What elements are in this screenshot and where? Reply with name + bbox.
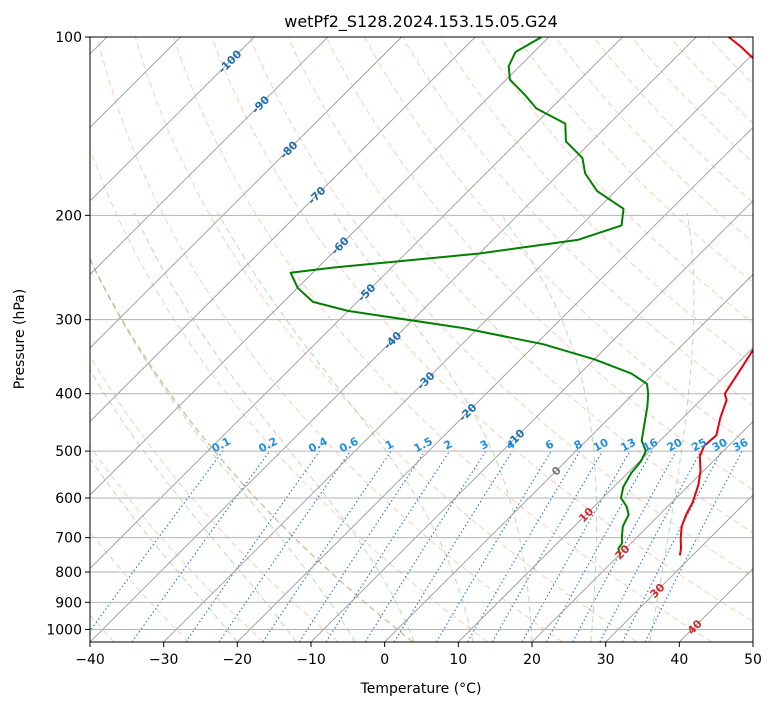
y-axis-label: Pressure (hPa)	[12, 289, 28, 389]
isobars	[90, 37, 753, 630]
y-tick-label: 1000	[46, 622, 82, 638]
mixing-ratio-label: 10	[591, 435, 611, 454]
isotherm-line	[531, 420, 753, 642]
y-tick-label: 800	[55, 565, 82, 581]
sounding-series	[289, 37, 753, 556]
x-tick-label: 20	[523, 652, 541, 668]
y-tick-label: 100	[55, 30, 82, 46]
axes: −40 −30 −20 −10 0 10 20 30 40 50 100 200 300 400 500 60…	[46, 30, 762, 668]
y-tick-label: 500	[55, 444, 82, 460]
mixing-ratio-lines	[90, 450, 743, 642]
plot-frame	[89, 36, 754, 643]
isotherm-line	[90, 37, 624, 570]
isotherm-line	[163, 53, 753, 642]
x-tick-label: −40	[75, 652, 105, 668]
isotherm-line	[237, 126, 753, 642]
y-tick-label: 600	[55, 491, 82, 507]
y-tick-label: 700	[55, 531, 82, 547]
mixing-ratio-label: 25	[689, 436, 709, 455]
mixing-ratio-label: 30	[710, 436, 730, 455]
mixing-ratio-line	[644, 450, 743, 642]
x-tick-label: −30	[149, 652, 179, 668]
mixing-ratio-line	[185, 450, 321, 642]
x-tick-label: −20	[223, 652, 253, 668]
isotherm-line	[90, 37, 182, 129]
isotherm-line	[458, 347, 753, 642]
mixing-ratio-line	[521, 450, 631, 642]
mixing-ratio-line	[90, 450, 224, 632]
y-tick-label: 400	[55, 387, 82, 403]
moist-adiabat-line	[90, 258, 356, 642]
dry-adiabat-line	[90, 355, 339, 642]
moist-adiabat-line	[217, 212, 474, 642]
isotherm-line	[90, 37, 697, 642]
isotherm-line	[90, 37, 255, 202]
dry-adiabat-line	[211, 37, 753, 623]
mixing-ratio-line	[393, 450, 513, 642]
moist-adiabat-line	[333, 212, 533, 642]
moist-adiabat-line	[90, 369, 297, 642]
mixing-ratio-line	[364, 450, 487, 642]
isotherm-line	[605, 494, 753, 642]
mixing-ratio-label: 13	[618, 436, 638, 455]
x-axis-label: Temperature (°C)	[360, 681, 482, 697]
temperature-profile-line	[678, 37, 753, 556]
x-tick-label: 50	[744, 652, 762, 668]
mixing-ratio-line	[218, 450, 351, 642]
isotherm-line	[90, 37, 550, 496]
dry-adiabat-line	[96, 37, 563, 642]
dry-adiabat-line	[90, 147, 488, 642]
y-tick-label: 300	[55, 313, 82, 329]
mixing-ratio-line	[572, 450, 677, 642]
isotherms	[90, 37, 753, 642]
x-tick-label: 10	[449, 652, 467, 668]
x-tick-label: 40	[670, 652, 688, 668]
plot-area: 0.1 0.2 0.4 0.6 1 1.5 2 3 4 6 8 10 13 16 20 25 30 36-100-…	[90, 37, 753, 642]
mixing-ratio-label: 20	[665, 435, 685, 454]
mixing-ratio-line	[131, 450, 271, 642]
isotherm-line	[90, 37, 403, 349]
moist-adiabat-line	[133, 212, 415, 642]
dewpoint-profile-line	[289, 37, 650, 556]
dry-adiabat-line	[516, 37, 753, 284]
isotherm-line	[90, 37, 329, 276]
mixing-ratio-line	[545, 450, 653, 642]
mixing-ratio-label: 16	[641, 436, 661, 455]
moist-adiabat-line	[90, 457, 238, 642]
isotherm-line	[310, 200, 753, 642]
moist-adiabat-line	[649, 212, 695, 642]
mixing-ratio-line	[325, 450, 451, 642]
x-tick-label: 0	[380, 652, 389, 668]
y-tick-label: 200	[55, 208, 82, 224]
x-tick-label: −10	[296, 652, 326, 668]
mixing-ratio-label: 36	[731, 436, 751, 455]
isotherm-line	[90, 37, 476, 423]
mixing-ratio-line	[262, 450, 392, 642]
dry-adiabat-line	[478, 37, 753, 324]
isotherm-line	[384, 273, 753, 642]
x-tick-label: 30	[597, 652, 615, 668]
dry-adiabat-line	[440, 37, 753, 365]
dry-adiabat-line	[90, 445, 264, 642]
chart-title: wetPf2_S128.2024.153.15.05.G24	[284, 12, 558, 32]
mixing-ratio-line	[298, 450, 426, 642]
y-tick-label: 900	[55, 595, 82, 611]
